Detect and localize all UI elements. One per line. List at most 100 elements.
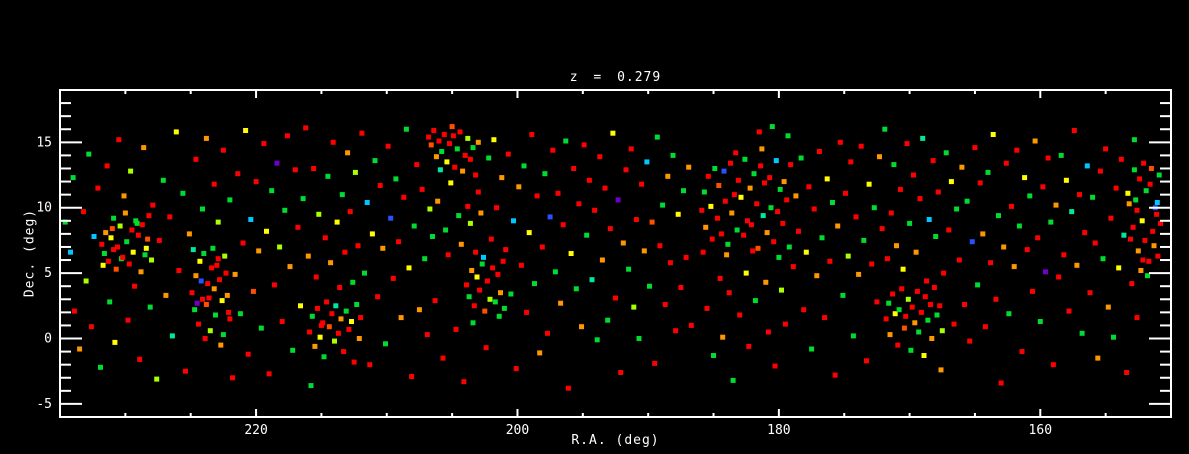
data-point [1156, 172, 1162, 178]
data-point [462, 152, 468, 158]
data-point [1035, 235, 1041, 241]
data-point [879, 226, 885, 232]
data-point [709, 236, 715, 242]
data-point [467, 220, 473, 226]
data-point [785, 133, 791, 139]
data-point [837, 139, 843, 145]
data-point [853, 214, 859, 220]
data-point [1003, 160, 1009, 166]
data-point [133, 218, 139, 224]
data-point [773, 158, 779, 164]
data-point [941, 270, 947, 276]
data-point [214, 262, 220, 268]
data-point [1116, 265, 1122, 271]
data-point [1024, 247, 1030, 253]
x-tick-label: 200 [506, 423, 529, 438]
data-point [959, 164, 965, 170]
data-point [951, 321, 957, 327]
data-point [1016, 223, 1022, 229]
data-point [972, 145, 978, 151]
data-point [888, 210, 894, 216]
data-point [130, 249, 136, 255]
data-point [203, 302, 209, 307]
data-point [1113, 185, 1119, 191]
data-point [1143, 188, 1149, 194]
data-point [914, 288, 920, 294]
data-point [746, 343, 752, 349]
data-point [1056, 274, 1062, 280]
data-point [292, 167, 298, 173]
data-point [1130, 224, 1136, 230]
data-point [339, 192, 345, 198]
data-point [342, 249, 348, 255]
data-point [219, 298, 225, 304]
data-point [169, 333, 175, 339]
data-point [1061, 252, 1067, 258]
data-point [858, 143, 864, 149]
data-point [227, 197, 233, 203]
data-point [303, 125, 309, 131]
data-point [681, 188, 686, 194]
data-point [832, 372, 838, 378]
data-point [667, 260, 673, 266]
data-point [116, 137, 122, 143]
data-point [1108, 215, 1114, 221]
data-point [111, 247, 117, 253]
data-point [599, 257, 605, 263]
data-point [724, 252, 730, 258]
data-point [563, 138, 569, 144]
data-point [1037, 319, 1043, 324]
data-point [163, 292, 169, 298]
data-point [457, 129, 463, 135]
data-point [465, 203, 471, 209]
data-point [662, 302, 668, 307]
data-point [337, 285, 343, 290]
data-point [1140, 257, 1146, 263]
data-point [230, 375, 235, 381]
data-point [341, 349, 347, 355]
data-point [416, 307, 422, 313]
data-point [558, 300, 564, 306]
data-point [383, 341, 388, 347]
data-point [197, 258, 203, 264]
data-point [700, 249, 706, 255]
data-point [909, 304, 915, 310]
data-point [633, 217, 639, 222]
data-point [760, 213, 766, 219]
data-point [121, 193, 127, 199]
data-point [822, 315, 828, 321]
data-point [962, 302, 967, 307]
data-point [934, 312, 940, 318]
data-point [925, 317, 931, 323]
data-point [295, 224, 301, 230]
data-point [449, 124, 455, 130]
data-point [479, 261, 485, 267]
data-point [636, 336, 642, 341]
data-point [1103, 146, 1109, 152]
data-point [1134, 207, 1140, 213]
data-point [414, 162, 420, 168]
data-point [367, 362, 373, 368]
data-point [897, 186, 903, 192]
data-point [980, 231, 986, 237]
y-tick-label: -5 [36, 397, 52, 412]
data-point [756, 129, 762, 135]
data-point [539, 244, 545, 250]
data-point [338, 316, 344, 322]
data-point [641, 248, 647, 254]
data-point [198, 278, 204, 284]
data-point [147, 304, 153, 310]
data-point [1121, 232, 1127, 238]
data-point [763, 279, 769, 285]
data-point [467, 156, 473, 162]
data-point [356, 336, 362, 341]
data-point [631, 304, 637, 310]
data-point [933, 234, 939, 239]
data-point [615, 197, 621, 203]
data-point [1043, 269, 1048, 275]
data-point [705, 173, 711, 179]
data-point [401, 194, 407, 200]
data-point [780, 220, 786, 226]
data-point [1045, 155, 1051, 161]
data-point [154, 376, 160, 382]
